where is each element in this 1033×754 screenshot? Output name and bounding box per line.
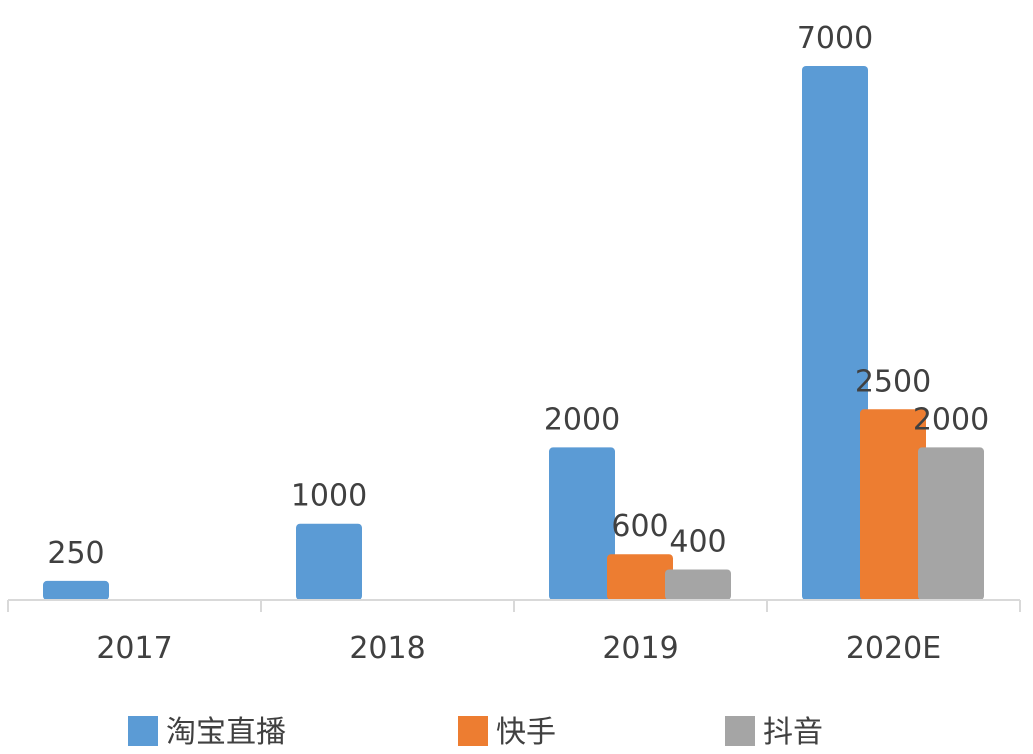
legend-label: 快手: [496, 715, 556, 750]
bar: [607, 554, 673, 600]
bar: [43, 580, 109, 600]
bar: [296, 523, 362, 600]
data-label: 7000: [797, 21, 873, 56]
bars-layer: [43, 66, 984, 600]
legend-swatch: [725, 716, 755, 746]
x-tick-label: 2018: [349, 631, 425, 666]
data-label: 2500: [855, 364, 931, 399]
data-label: 250: [47, 536, 104, 571]
legend: 淘宝直播 快手 抖音: [128, 715, 823, 750]
data-label: 600: [611, 509, 668, 544]
bar: [665, 569, 731, 600]
data-label: 2000: [913, 402, 989, 437]
data-label: 1000: [291, 479, 367, 514]
bar: [860, 409, 926, 600]
x-tick-label: 2019: [602, 631, 678, 666]
x-tick-label: 2017: [96, 631, 172, 666]
bar: [549, 447, 615, 600]
legend-label: 抖音: [763, 715, 823, 750]
legend-swatch: [128, 716, 158, 746]
x-axis-ticks: 2017 2018 2019 2020E: [7, 600, 1021, 666]
legend-swatch: [458, 716, 488, 746]
bar: [918, 447, 984, 600]
data-label: 400: [669, 524, 726, 559]
legend-label: 淘宝直播: [166, 715, 286, 750]
bar: [802, 66, 868, 600]
x-tick-label: 2020E: [846, 631, 941, 666]
data-label: 2000: [544, 402, 620, 437]
